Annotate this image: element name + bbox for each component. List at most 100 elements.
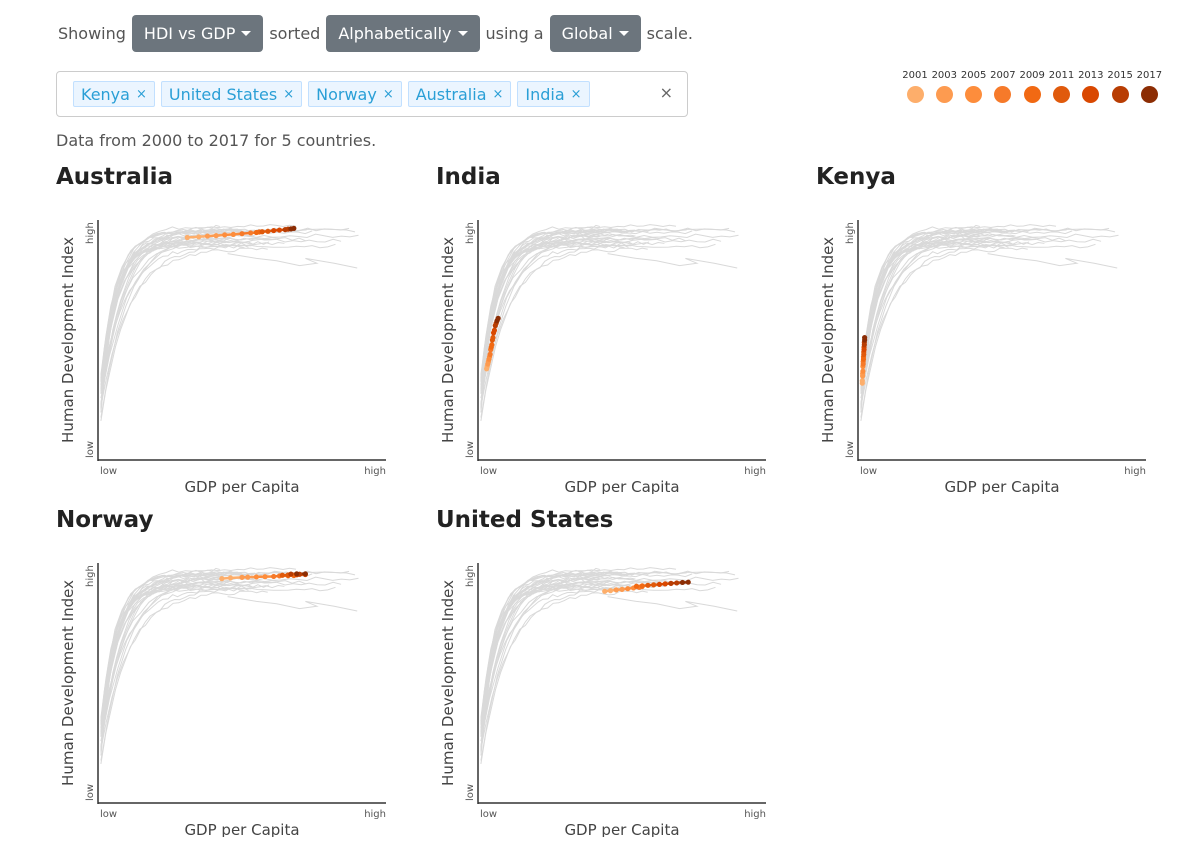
y-axis-title: Human Development Index	[439, 237, 457, 443]
remove-tag-icon[interactable]: ×	[382, 86, 394, 102]
context-line	[100, 575, 225, 756]
tag-kenya: Kenya ×	[73, 81, 155, 107]
context-line	[100, 578, 213, 751]
context-line	[100, 581, 342, 737]
y-tick-low: low	[465, 441, 476, 458]
tag-label: Norway	[316, 84, 377, 104]
scale-label: scale.	[646, 23, 693, 43]
data-point	[607, 588, 614, 594]
context-line	[100, 581, 239, 729]
legend-item-2015: 2015	[1105, 70, 1135, 103]
context-line	[100, 235, 222, 404]
x-tick-high: high	[364, 809, 386, 820]
legend-swatch	[1111, 86, 1129, 103]
context-line	[227, 596, 358, 612]
x-tick-low: low	[860, 466, 877, 477]
data-point	[625, 586, 631, 592]
x-axis-title: GDP per Capita	[184, 478, 299, 494]
data-point	[613, 587, 619, 593]
context-line	[480, 576, 739, 742]
x-axis-title: GDP per Capita	[564, 478, 679, 494]
context-line	[480, 238, 722, 394]
context-line	[480, 228, 736, 385]
remove-tag-icon[interactable]: ×	[283, 86, 295, 102]
y-axis-title: Human Development Index	[439, 580, 457, 786]
context-line	[480, 238, 619, 386]
context-line	[480, 233, 739, 399]
context-line	[860, 244, 1009, 421]
scale-dropdown[interactable]: Global	[549, 14, 641, 52]
context-line	[100, 235, 213, 408]
legend-item-2011: 2011	[1047, 70, 1077, 103]
y-tick-high: high	[845, 222, 856, 244]
context-line	[100, 571, 307, 734]
data-point	[196, 234, 202, 240]
metric-dropdown[interactable]: HDI vs GDP	[131, 14, 264, 52]
data-point	[222, 232, 228, 238]
data-point	[645, 582, 651, 588]
legend-item-2003: 2003	[929, 70, 959, 103]
sort-dropdown[interactable]: Alphabetically	[326, 14, 480, 52]
tag-label: India	[525, 84, 565, 104]
x-axis-title: GDP per Capita	[944, 478, 1059, 494]
year-legend: 2001 2003 2005 2007 2009 2011 2013 2015 2017	[900, 70, 1164, 110]
panel-title: Australia	[56, 164, 174, 190]
legend-swatch	[1140, 86, 1158, 103]
data-point	[213, 233, 219, 239]
legend-swatch	[1053, 86, 1070, 103]
context-line	[227, 253, 358, 269]
showing-label: Showing	[58, 23, 126, 43]
x-tick-low: low	[100, 466, 117, 477]
data-point	[862, 335, 868, 341]
data-point	[239, 574, 245, 580]
y-tick-high: high	[465, 565, 476, 587]
panel-title: Norway	[56, 507, 154, 533]
tag-norway: Norway ×	[308, 81, 402, 107]
context-line	[100, 583, 285, 737]
panel-india: India low high low high GDP per Capita Human …	[436, 164, 776, 494]
context-line	[860, 235, 973, 408]
legend-item-2007: 2007	[988, 70, 1018, 103]
data-point	[230, 231, 236, 237]
panel-title: India	[436, 164, 501, 190]
remove-tag-icon[interactable]: ×	[492, 86, 504, 102]
data-point	[245, 574, 251, 580]
context-line	[860, 235, 982, 404]
context-line	[100, 228, 356, 385]
legend-year-label: 2009	[1019, 70, 1045, 81]
tag-united-states: United States ×	[160, 81, 303, 107]
legend-item-2017: 2017	[1134, 70, 1164, 103]
clear-all-icon[interactable]: ×	[659, 83, 673, 102]
data-point	[685, 579, 691, 585]
context-line	[100, 580, 277, 723]
legend-item-2001: 2001	[900, 70, 930, 103]
context-line	[860, 228, 1116, 385]
remove-tag-icon[interactable]: ×	[135, 86, 147, 102]
legend-year-label: 2011	[1048, 70, 1075, 81]
context-line	[607, 253, 738, 269]
legend-swatch	[1023, 86, 1041, 103]
context-line	[860, 238, 999, 386]
context-line	[100, 240, 285, 394]
data-point	[602, 588, 608, 594]
chart-svg: low high low high GDP per Capita Human Develo…	[819, 220, 1146, 494]
data-point	[633, 583, 639, 589]
context-line	[860, 233, 1119, 399]
data-point	[253, 574, 259, 580]
context-line	[860, 232, 985, 413]
legend-year-label: 2003	[931, 70, 958, 81]
chart-svg: low high low high GDP per Capita Human Develo…	[59, 220, 386, 494]
context-line	[480, 237, 657, 380]
context-line	[480, 571, 687, 734]
context-line	[100, 233, 359, 399]
chevron-down-icon	[618, 30, 629, 36]
data-point	[495, 315, 501, 321]
country-multiselect[interactable]: Kenya × United States × Norway × Austral…	[56, 71, 688, 117]
data-point	[679, 579, 686, 586]
context-line	[860, 227, 1110, 418]
data-point	[288, 571, 294, 577]
remove-tag-icon[interactable]: ×	[570, 86, 582, 102]
controls-bar: Showing HDI vs GDP sorted Alphabetically…	[56, 14, 695, 52]
y-tick-high: high	[465, 222, 476, 244]
legend-year-label: 2017	[1136, 70, 1163, 81]
